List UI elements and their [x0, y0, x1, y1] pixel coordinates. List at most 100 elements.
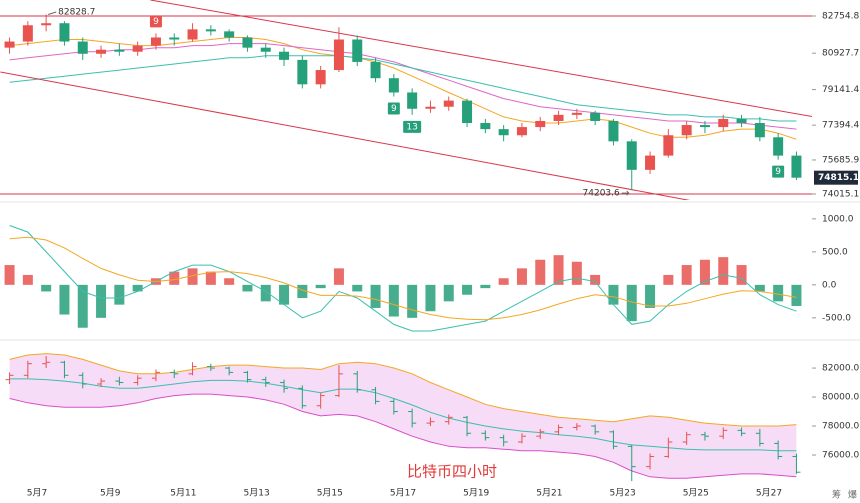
moving-average: [9, 55, 797, 122]
candle-body: [169, 37, 180, 40]
candle-body: [407, 92, 418, 109]
macd-bar: [59, 284, 70, 315]
macd-bar: [718, 257, 729, 285]
candle-body: [41, 23, 52, 26]
candle-body: [736, 118, 747, 124]
watermark-title: 比特币四小时: [407, 463, 497, 481]
macd-bar: [114, 284, 125, 305]
macd-bar: [407, 284, 418, 318]
candle-body: [224, 31, 235, 38]
macd-bar: [608, 284, 619, 305]
candle-body: [590, 112, 601, 121]
candle-body: [516, 127, 527, 136]
candle-body: [754, 123, 765, 138]
candle-body: [297, 59, 308, 85]
y-tick-label: 0.0: [822, 280, 837, 290]
macd-bar: [260, 284, 271, 302]
signal-marker: [403, 120, 422, 133]
y-tick-label: 76000.0: [822, 451, 859, 461]
macd-bar: [626, 284, 637, 322]
candle-body: [425, 106, 436, 109]
macd-bar: [315, 284, 326, 289]
candle-body: [388, 78, 399, 93]
price-panel: [0, 0, 812, 200]
macd-bar: [645, 284, 656, 308]
y-tick-label: -500.0: [822, 313, 851, 323]
candle-body: [791, 155, 802, 178]
y-tick-label: 75685.9: [822, 155, 859, 165]
signal-label: 9: [775, 167, 781, 177]
trendline: [0, 71, 691, 200]
macd-bar: [791, 284, 802, 306]
macd-bar: [333, 268, 344, 285]
candle-body: [663, 135, 674, 156]
overlay: 9 9 13 9 82828.7 74203.6 82754.8 80927.7 79141.4…: [0, 8, 859, 501]
macd-line: [9, 236, 797, 321]
x-tick-label: 5月27: [756, 488, 782, 499]
macd-bar: [352, 284, 363, 292]
macd-bar: [663, 274, 674, 285]
candle-body: [773, 137, 784, 156]
x-tick-label: 5月19: [463, 488, 489, 499]
candle-body: [279, 51, 290, 60]
macd-bar: [754, 284, 765, 292]
bollinger-lower: [9, 393, 797, 479]
candle-body: [260, 47, 271, 52]
x-tick-label: 5月25: [683, 488, 709, 499]
candle-body: [114, 49, 125, 52]
macd-bar: [553, 255, 564, 285]
annotation-arrow: [621, 190, 630, 196]
macd-bar: [132, 284, 143, 292]
candle-body: [645, 155, 656, 170]
candle-body: [205, 29, 216, 32]
candle-body: [96, 49, 107, 54]
x-tick-label: 5月17: [390, 488, 416, 499]
candle-body: [480, 123, 491, 130]
macd-bar: [535, 259, 546, 285]
candle-body: [553, 114, 564, 121]
candle-body: [370, 61, 381, 79]
last-price: 74815.1: [818, 173, 859, 183]
macd-bar: [443, 284, 454, 302]
signal-marker: [387, 102, 400, 115]
x-tick-label: 5月7: [27, 488, 47, 499]
candle-body: [333, 39, 344, 71]
bollinger-band: [9, 353, 797, 479]
macd-bar: [41, 284, 52, 292]
macd-bar: [590, 274, 601, 285]
candle-body: [571, 112, 582, 115]
macd-bar: [462, 284, 473, 295]
y-tick-label: 79141.4: [822, 85, 859, 95]
macd-bar: [388, 284, 399, 317]
macd-bar: [205, 271, 216, 285]
candle-body: [681, 125, 692, 136]
corner-label: 爆: [848, 489, 857, 501]
candle-body: [462, 100, 473, 124]
candle-body: [718, 118, 729, 128]
macd-bar: [425, 284, 436, 312]
signal-marker: [772, 165, 785, 178]
macd-bar: [773, 284, 784, 302]
macd-bar: [242, 284, 253, 292]
y-tick-label: 78000.0: [822, 422, 859, 432]
macd-bar: [736, 265, 747, 285]
high-annotation: 82828.7: [58, 8, 95, 18]
macd-bar: [370, 284, 381, 308]
candle-body: [443, 100, 454, 107]
macd-bar: [279, 284, 290, 305]
candle-body: [699, 125, 710, 128]
x-tick-label: 5月21: [536, 488, 562, 499]
candle-body: [59, 23, 70, 42]
macd-bar: [516, 268, 527, 285]
candle-body: [77, 41, 88, 54]
signal-label: 9: [391, 104, 397, 114]
y-tick-label: 82754.8: [822, 11, 859, 21]
bollinger-upper: [9, 353, 797, 427]
candle-body: [352, 39, 363, 62]
x-tick-label: 5月13: [244, 488, 270, 499]
signal-marker: [149, 15, 162, 28]
macd-bar: [480, 284, 491, 289]
macd-bar: [498, 278, 509, 285]
moving-average: [9, 37, 797, 140]
